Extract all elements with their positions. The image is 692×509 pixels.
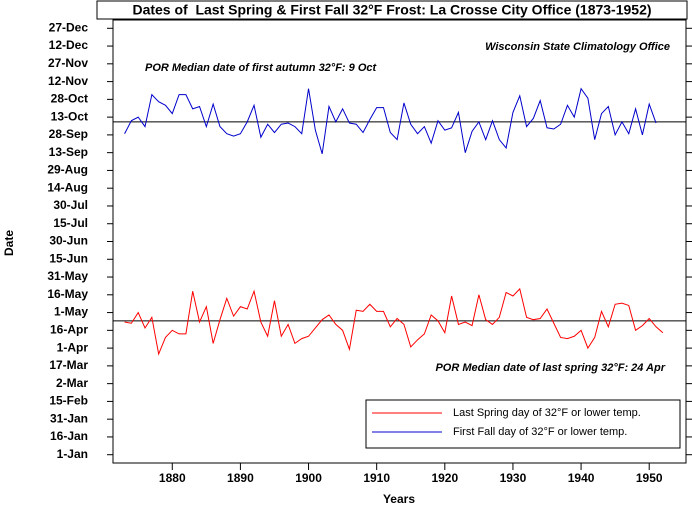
x-axis-label: Years [383, 492, 415, 506]
annotation: POR Median date of last spring 32°F: 24 … [435, 362, 665, 374]
y-tick-label: 1-Apr [57, 340, 89, 354]
y-tick-label: 28-Sep [49, 127, 88, 141]
x-tick-label: 1930 [500, 471, 527, 485]
y-tick-label: 13-Sep [49, 145, 88, 159]
line-series [124, 87, 657, 154]
y-tick-label: 30-Jun [49, 234, 88, 248]
y-tick-label: 31-May [47, 269, 88, 283]
y-tick-label: 15-Jul [53, 216, 88, 230]
y-tick-label: 29-Aug [47, 163, 88, 177]
y-axis-label: Date [2, 230, 16, 256]
line-series [124, 287, 664, 356]
y-tick-label: 12-Dec [49, 38, 89, 52]
legend-box [365, 399, 681, 449]
x-tick-label: 1890 [227, 471, 254, 485]
chart-title: Dates of Last Spring & First Fall 32°F F… [132, 2, 651, 18]
y-tick-label: 14-Aug [47, 180, 88, 194]
x-tick-label: 1910 [363, 471, 390, 485]
x-tick-label: 1950 [636, 471, 663, 485]
y-tick-label: 13-Oct [51, 109, 88, 123]
y-tick-label: 15-Jun [49, 251, 88, 265]
y-tick-label: 16-Jan [50, 429, 88, 443]
title-box [96, 0, 688, 20]
y-tick-label: 12-Nov [48, 74, 88, 88]
y-tick-label: 1-Jan [57, 447, 88, 461]
annotation: Wisconsin State Climatology Office [485, 41, 670, 53]
x-tick-label: 1880 [159, 471, 186, 485]
y-tick-label: 15-Feb [49, 394, 88, 408]
y-tick-label: 31-Jan [50, 411, 88, 425]
legend-label: Last Spring day of 32°F or lower temp. [453, 407, 641, 419]
y-tick-label: 28-Oct [51, 92, 88, 106]
y-tick-label: 2-Mar [56, 376, 88, 390]
legend-label: First Fall day of 32°F or lower temp. [453, 426, 627, 438]
x-tick-label: 1900 [295, 471, 322, 485]
x-tick-label: 1940 [568, 471, 595, 485]
y-tick-label: 16-Apr [50, 323, 88, 337]
plot-frame [112, 19, 687, 464]
x-tick-label: 1920 [431, 471, 458, 485]
y-tick-label: 30-Jul [53, 198, 88, 212]
annotation: POR Median date of first autumn 32°F: 9 … [145, 62, 377, 74]
y-tick-label: 1-May [54, 305, 88, 319]
y-tick-label: 27-Dec [49, 20, 89, 34]
y-tick-label: 17-Mar [49, 358, 88, 372]
y-tick-label: 27-Nov [48, 56, 88, 70]
y-tick-label: 16-May [47, 287, 88, 301]
